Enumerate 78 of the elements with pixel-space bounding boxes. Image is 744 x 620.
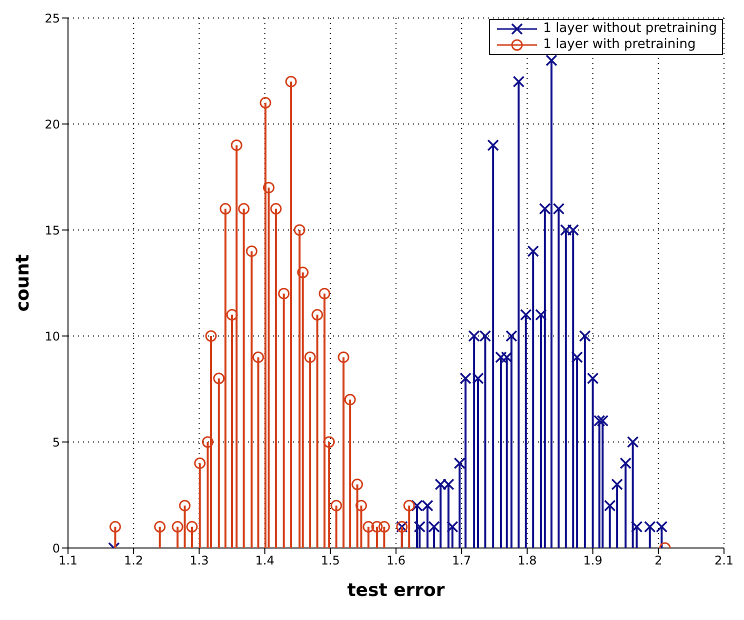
point bbox=[520, 308, 532, 321]
point bbox=[500, 351, 513, 364]
point bbox=[318, 288, 330, 300]
x-axis-title: test error bbox=[347, 580, 445, 601]
point bbox=[172, 521, 184, 533]
x-tick-label: 1.3 bbox=[190, 554, 209, 568]
point bbox=[262, 182, 274, 194]
x-tick-label: 1.8 bbox=[518, 554, 537, 568]
point bbox=[109, 521, 121, 533]
point bbox=[579, 330, 591, 342]
point bbox=[611, 478, 623, 490]
x-tick-label: 1.6 bbox=[386, 554, 406, 568]
point bbox=[414, 520, 426, 533]
point bbox=[238, 203, 250, 215]
point bbox=[294, 224, 306, 236]
point bbox=[179, 500, 191, 512]
point bbox=[202, 436, 214, 448]
point bbox=[495, 351, 507, 364]
y-tick-label: 5 bbox=[52, 435, 60, 450]
point bbox=[593, 414, 606, 427]
point bbox=[213, 372, 225, 384]
x-tick-label: 2.1 bbox=[714, 554, 734, 568]
point bbox=[260, 97, 272, 109]
point bbox=[285, 76, 297, 88]
legend-label: 1 layer with pretraining bbox=[543, 37, 696, 53]
point bbox=[246, 245, 258, 257]
y-tick-label: 0 bbox=[52, 541, 60, 556]
point bbox=[428, 520, 440, 533]
point bbox=[220, 203, 232, 215]
x-tick-label: 1.9 bbox=[583, 554, 602, 568]
point bbox=[378, 521, 390, 533]
x-tick-label: 1.7 bbox=[452, 554, 472, 568]
point bbox=[487, 139, 499, 152]
y-tick-label: 15 bbox=[44, 223, 60, 238]
point bbox=[186, 521, 198, 533]
point bbox=[362, 521, 374, 533]
point bbox=[454, 457, 466, 470]
x-tick-label: 1.1 bbox=[58, 554, 78, 568]
point bbox=[194, 457, 206, 469]
legend-label: 1 layer without pretraining bbox=[543, 21, 717, 37]
point bbox=[154, 521, 166, 533]
y-axis-title: count bbox=[12, 254, 34, 312]
point bbox=[226, 309, 238, 321]
point bbox=[620, 457, 632, 470]
y-tick-label: 25 bbox=[44, 11, 60, 26]
point bbox=[371, 521, 383, 533]
point bbox=[252, 351, 264, 363]
point bbox=[535, 308, 547, 321]
point bbox=[512, 76, 525, 88]
point bbox=[571, 351, 583, 364]
point bbox=[546, 54, 558, 66]
point bbox=[626, 436, 639, 448]
x-tick-label: 1.5 bbox=[320, 554, 340, 568]
point bbox=[312, 309, 324, 321]
x-tick-label: 1.4 bbox=[255, 554, 274, 568]
x-tick-label: 1.2 bbox=[124, 554, 144, 568]
point bbox=[330, 500, 342, 512]
point bbox=[230, 139, 242, 151]
point bbox=[355, 500, 367, 512]
point bbox=[344, 394, 356, 406]
point bbox=[338, 351, 350, 363]
point bbox=[527, 245, 540, 258]
point bbox=[297, 266, 309, 278]
point bbox=[446, 520, 458, 533]
point bbox=[304, 351, 316, 363]
point bbox=[270, 203, 282, 215]
point bbox=[596, 414, 609, 427]
point bbox=[604, 500, 616, 512]
point bbox=[352, 478, 364, 490]
point bbox=[205, 330, 217, 342]
point bbox=[278, 288, 290, 300]
point bbox=[506, 330, 518, 342]
point bbox=[586, 372, 599, 384]
y-tick-label: 10 bbox=[44, 329, 60, 344]
x-tick-label: 2 bbox=[654, 554, 662, 568]
point bbox=[323, 436, 335, 448]
y-tick-label: 20 bbox=[44, 117, 60, 132]
point bbox=[403, 500, 415, 512]
